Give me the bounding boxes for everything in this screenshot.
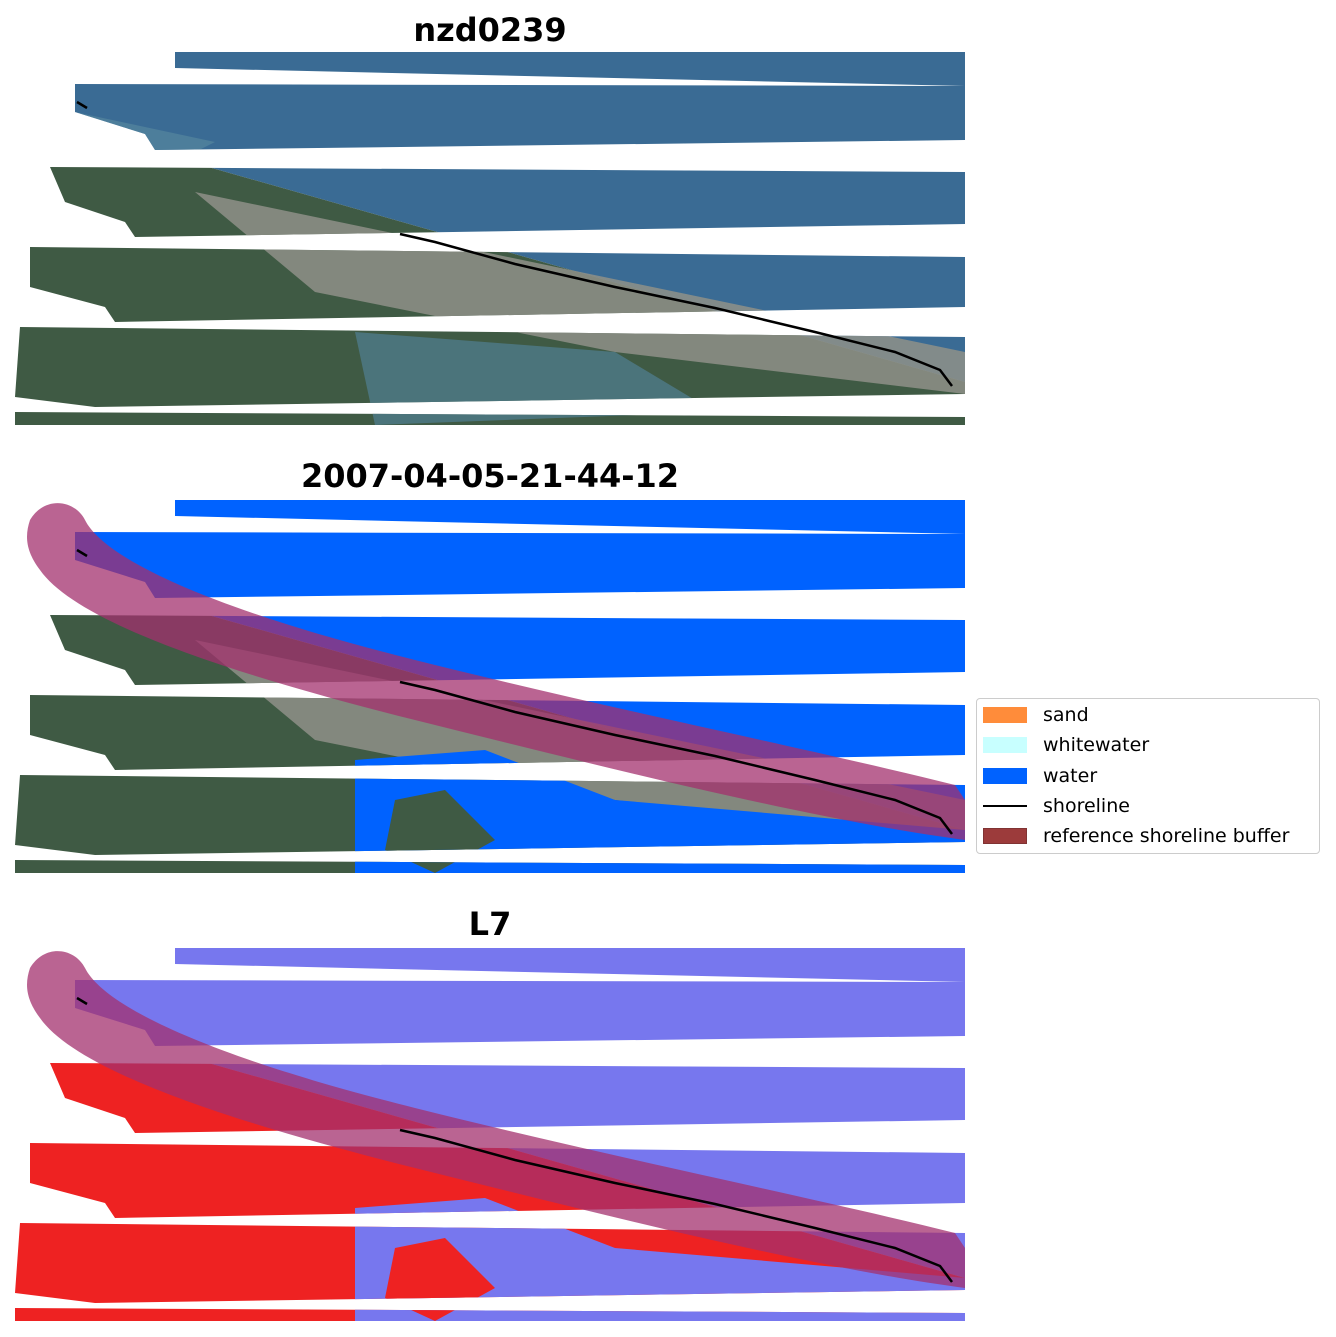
reference-buffer <box>27 951 965 1288</box>
legend-label-shoreline: shoreline <box>1043 795 1130 817</box>
classified-image <box>15 500 965 873</box>
shoreline-line <box>399 680 953 835</box>
shoreline-line <box>399 232 953 387</box>
legend-item-sand: sand <box>983 704 1089 726</box>
panel-title-2: 2007-04-05-21-44-12 <box>300 457 680 495</box>
legend-item-buffer: reference shoreline buffer <box>983 825 1289 847</box>
legend-label-whitewater: whitewater <box>1043 734 1150 756</box>
sand-swatch <box>983 707 1027 723</box>
shoreline-line <box>399 1128 953 1283</box>
legend-item-whitewater: whitewater <box>983 734 1149 756</box>
legend-label-buffer: reference shoreline buffer <box>1043 825 1290 847</box>
rgb-image-panel <box>15 52 965 425</box>
panel-title-3: L7 <box>468 905 512 943</box>
whitewater-swatch <box>983 737 1027 753</box>
legend-label-water: water <box>1043 765 1098 787</box>
rgb-image <box>15 52 965 425</box>
shoreline-line-swatch <box>983 805 1027 807</box>
legend: sand whitewater water shoreline referenc… <box>976 698 1320 854</box>
index-image-panel <box>15 948 965 1321</box>
buffer-swatch <box>983 828 1027 844</box>
legend-item-shoreline: shoreline <box>983 795 1130 817</box>
water-swatch <box>983 768 1027 784</box>
panel-title-1: nzd0239 <box>413 11 567 49</box>
classified-image-panel <box>15 500 965 873</box>
legend-item-water: water <box>983 765 1097 787</box>
reference-buffer <box>27 503 965 840</box>
legend-label-sand: sand <box>1043 704 1089 726</box>
index-image <box>15 948 965 1321</box>
